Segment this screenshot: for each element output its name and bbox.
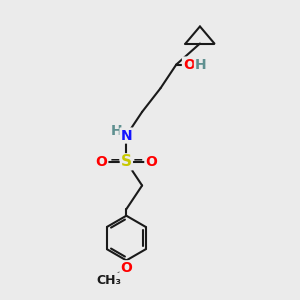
Text: S: S bbox=[121, 154, 132, 169]
Text: O: O bbox=[183, 58, 195, 72]
Text: O: O bbox=[146, 155, 157, 169]
Text: CH₃: CH₃ bbox=[97, 274, 122, 286]
Text: =: = bbox=[109, 155, 120, 168]
Text: =: = bbox=[133, 155, 143, 168]
Text: H: H bbox=[195, 58, 207, 72]
Text: H: H bbox=[110, 124, 122, 138]
Text: N: N bbox=[121, 128, 132, 142]
Text: O: O bbox=[95, 155, 107, 169]
Text: O: O bbox=[120, 261, 132, 275]
